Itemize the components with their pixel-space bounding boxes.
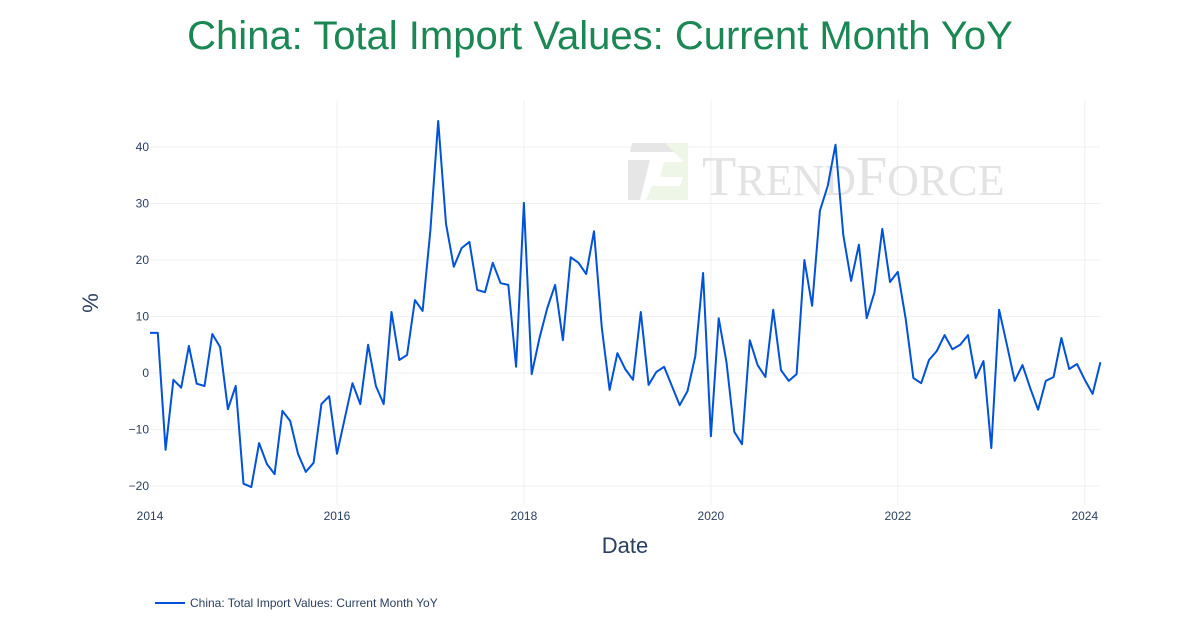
legend-label: China: Total Import Values: Current Mont… <box>190 596 438 610</box>
grid <box>150 100 1100 505</box>
y-tick-label: 40 <box>136 140 150 154</box>
y-axis-title: % <box>78 293 103 313</box>
legend[interactable]: China: Total Import Values: Current Mont… <box>155 596 438 610</box>
x-tick-label: 2022 <box>884 509 911 523</box>
x-tick-label: 2020 <box>698 509 725 523</box>
x-tick-label: 2018 <box>511 509 538 523</box>
y-tick-label: 0 <box>142 366 149 380</box>
watermark-text: TRENDFORCE <box>702 146 1005 208</box>
x-tick-label: 2016 <box>324 509 351 523</box>
x-axis-title: Date <box>602 533 648 558</box>
x-tick-label: 2024 <box>1071 509 1098 523</box>
y-tick-label: 30 <box>136 197 150 211</box>
series-line <box>150 120 1102 489</box>
y-tick-label: 20 <box>136 253 150 267</box>
legend-swatch <box>155 602 185 604</box>
x-tick-label: 2014 <box>137 509 164 523</box>
chart-title: China: Total Import Values: Current Mont… <box>187 14 1013 58</box>
y-tick-label: −10 <box>129 423 150 437</box>
series-layer <box>150 120 1102 489</box>
y-tick-label: 10 <box>136 310 150 324</box>
y-tick-label: −20 <box>129 479 150 493</box>
x-axis: 2014 2016 2018 2020 2022 2024 <box>137 509 1099 523</box>
y-axis: −20 −10 0 10 20 30 40 <box>129 140 150 493</box>
watermark-logo: TRENDFORCE <box>628 143 1005 208</box>
